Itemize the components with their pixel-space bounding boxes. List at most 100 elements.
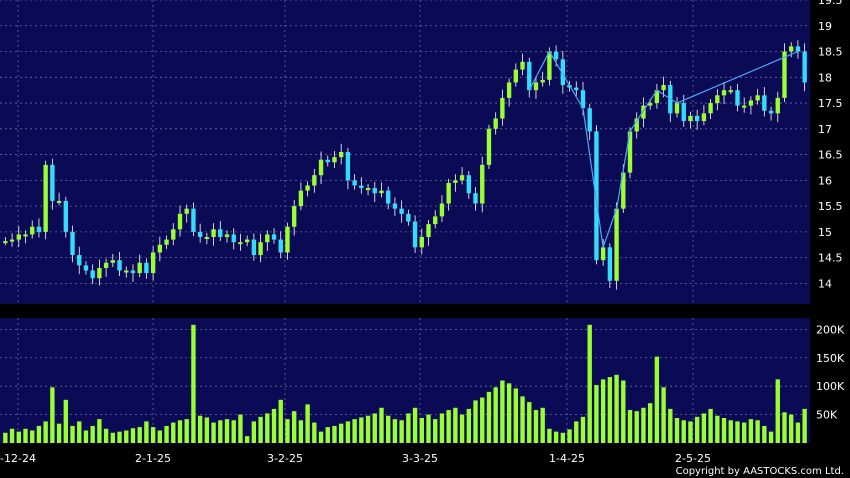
volume-bar [520,396,525,443]
candle [742,105,747,108]
volume-bar [607,377,613,443]
price-tick-label: 18 [818,71,832,84]
volume-bar [681,420,686,443]
price-tick-label: 19.5 [818,0,843,7]
date-tick-label: 3-2-25 [267,452,303,465]
candle [600,247,606,261]
candle [164,239,169,245]
date-tick-label: 2-1-25 [135,452,171,465]
volume-bar [406,413,411,443]
candle [654,90,660,104]
volume-tick-label: 200K [816,323,845,336]
volume-bar [164,425,169,443]
time-gridlines [17,0,694,443]
copyright-text: Copyright by AASTOCKS.com Ltd. [675,466,844,477]
volume-bar [735,421,740,443]
volume-bar [339,423,344,443]
volume-bar [527,402,532,443]
candle [533,82,539,91]
candle [110,260,116,263]
candle [379,190,384,194]
volume-series [3,324,807,443]
volume-bar [789,414,794,443]
candle [372,188,377,194]
volume-bar [728,420,733,443]
volume-bar [117,431,122,443]
volume-bar [486,391,492,443]
volume-bar [500,380,505,443]
candle [103,262,109,268]
volume-bar [332,425,337,443]
candle [318,159,324,176]
price-tick-label: 16 [818,174,832,187]
candle [480,164,485,204]
candle [124,270,129,273]
candle [130,270,136,274]
candle [291,206,297,227]
candle [614,208,619,281]
price-tick-label: 17 [818,123,832,136]
volume-bar [647,403,653,443]
candle [144,262,149,274]
candle [3,241,8,244]
volume-bar [412,407,418,443]
candle [251,239,257,256]
volume-bar [560,432,566,443]
candle [621,172,626,209]
volume-bar [621,380,626,443]
candle [641,105,646,119]
candle [520,61,525,70]
candle [459,175,465,181]
candle [647,103,653,106]
candle [715,95,720,104]
date-tick-label: 3-3-25 [402,452,438,465]
candle [513,69,519,83]
volume-bar [305,404,310,443]
candle [231,234,236,243]
candle [43,164,48,232]
volume-tick-label: 150K [816,352,845,365]
candle [735,90,740,106]
candle [90,270,95,279]
date-tick-label: -12-24 [0,452,36,465]
candle [782,51,787,98]
volume-bar [97,419,102,443]
candle [708,103,713,114]
price-tick-label: 15.5 [818,200,843,213]
price-tick-label: 19 [818,20,832,33]
candle [587,108,592,132]
candlestick-series [3,40,807,290]
date-tick-label: 2-5-25 [675,452,711,465]
volume-bar [318,431,324,443]
candle [332,157,337,163]
candle [218,229,223,238]
volume-tick-label: 100K [816,380,845,393]
volume-bar [755,420,760,443]
volume-bar [298,420,304,443]
candle [419,237,424,248]
price-gridlines [0,0,810,284]
candle [50,164,55,201]
volume-bar [16,431,21,443]
volume-bar [473,400,478,443]
volume-bar [191,324,196,443]
volume-axis: 50K 100K 150K 200K [816,323,845,421]
volume-bar [23,428,28,443]
date-tick-label: 1-4-25 [549,452,585,465]
volume-bar [419,418,424,443]
candle [560,59,566,86]
volume-bar [459,414,465,443]
volume-bar [453,407,458,443]
candle [325,159,330,163]
price-tick-label: 15 [818,226,832,239]
volume-bar [379,407,384,443]
candle [244,239,250,243]
volume-bar [688,421,693,443]
volume-bar [392,419,398,443]
price-tick-label: 16.5 [818,149,843,162]
candle [574,87,579,91]
price-axis: 14 14.5 15 15.5 16 16.5 17 17.5 18 18.5 19 19.5 [818,0,843,290]
candle [312,175,317,186]
volume-bar [157,430,163,443]
